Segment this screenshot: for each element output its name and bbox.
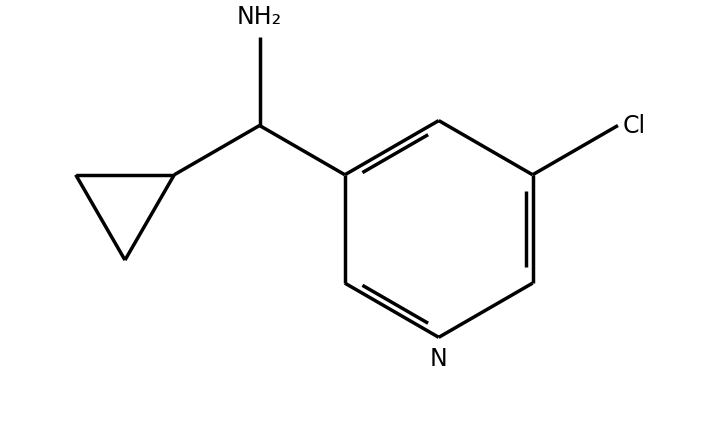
Text: NH₂: NH₂ <box>237 5 282 29</box>
Text: N: N <box>430 347 447 371</box>
Text: Cl: Cl <box>623 113 646 138</box>
